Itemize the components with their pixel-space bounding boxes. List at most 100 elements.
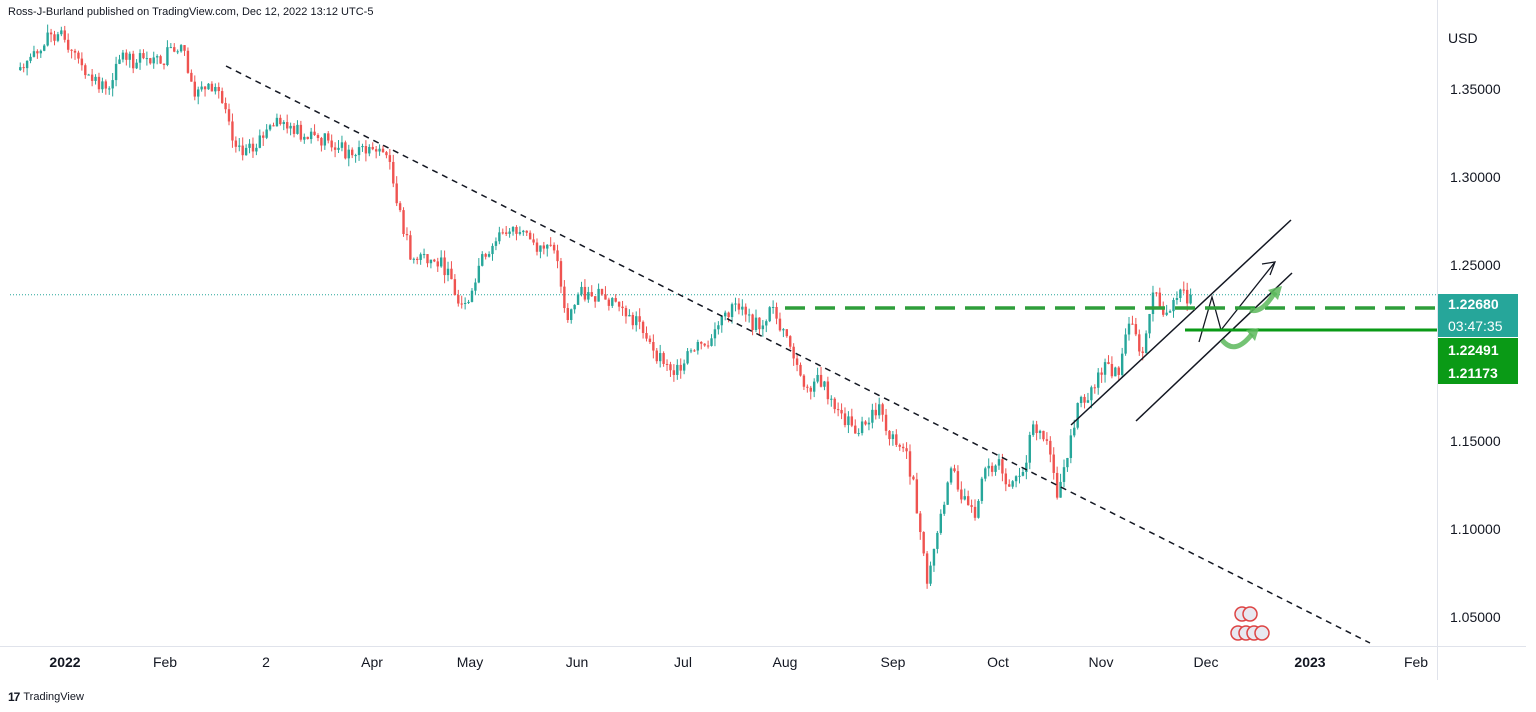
candle-body: [891, 434, 895, 440]
candle-body: [409, 235, 412, 260]
time-label: Jun: [565, 654, 589, 670]
candle-body: [724, 312, 727, 317]
candle-body: [973, 506, 977, 518]
candle-body: [272, 125, 275, 127]
candle-body: [419, 254, 422, 260]
candle-body: [203, 86, 207, 90]
candle-body: [234, 140, 238, 147]
candle-body: [864, 421, 867, 425]
candle-body: [501, 232, 504, 234]
candle-body: [320, 137, 323, 146]
candle-body: [1059, 481, 1062, 498]
candle-body: [197, 89, 200, 97]
candle-body: [433, 259, 436, 262]
candle-body: [590, 292, 593, 297]
candle-body: [535, 242, 539, 252]
candle-body: [658, 353, 662, 362]
candle-body: [970, 505, 973, 507]
candle-body: [118, 59, 121, 64]
candle-body: [217, 86, 220, 92]
candle-body: [895, 434, 898, 445]
candle-body: [830, 398, 833, 400]
candle-body: [1175, 298, 1179, 300]
candle-body: [388, 155, 392, 162]
candle-body: [135, 62, 138, 69]
candle-body: [1100, 372, 1103, 375]
candle-body: [1011, 481, 1014, 487]
candle-body: [94, 76, 97, 81]
candle-body: [600, 288, 604, 295]
candle-body: [262, 135, 265, 138]
candle-body: [768, 307, 771, 322]
candle-body: [1155, 292, 1158, 294]
price-tick: 1.35000: [1450, 81, 1501, 97]
candle-body: [66, 39, 70, 50]
candle-body: [823, 381, 826, 387]
candle-body: [912, 476, 915, 480]
candle-body: [1172, 299, 1175, 312]
candle-body: [734, 303, 737, 305]
time-axis-separator: [0, 646, 1526, 647]
candle-body: [525, 230, 528, 233]
candle-body: [792, 346, 795, 359]
candle-body: [597, 288, 600, 302]
candle-body: [888, 430, 891, 440]
candle-body: [939, 513, 943, 533]
candle-body: [1138, 334, 1141, 352]
candle-body: [652, 341, 655, 351]
candle-body: [504, 232, 508, 234]
candle-body: [840, 409, 843, 414]
candle-body: [87, 74, 90, 76]
current-price-tag: 1.22680: [1438, 294, 1518, 315]
time-label: Aug: [772, 654, 798, 670]
candle-body: [128, 53, 131, 60]
candle-body: [138, 53, 142, 63]
candle-body: [720, 316, 723, 326]
candle-body: [932, 548, 936, 566]
candle-body: [946, 482, 949, 505]
candle-body: [43, 45, 46, 51]
candle-body: [498, 232, 501, 242]
candle-body: [1004, 473, 1008, 485]
candle-body: [1035, 424, 1038, 434]
candle-body: [1117, 367, 1120, 375]
time-label: Oct: [987, 654, 1009, 670]
candle-body: [1083, 396, 1086, 403]
candle-body: [833, 398, 836, 410]
downtrend-line: [225, 65, 1371, 644]
projection-arrow-head: [1261, 261, 1277, 276]
candle-body: [63, 30, 66, 40]
candle-body: [1073, 427, 1076, 436]
channel-upper-line: [1070, 219, 1292, 426]
candle-body: [662, 353, 665, 364]
candle-body: [874, 409, 877, 416]
currency-label: USD: [1448, 30, 1478, 46]
time-label: Feb: [152, 654, 178, 670]
candle-body: [1045, 439, 1049, 441]
candle-body: [481, 254, 484, 266]
candle-body: [429, 259, 433, 264]
candle-body: [474, 282, 477, 291]
candle-body: [200, 86, 203, 90]
candle-body: [751, 314, 754, 330]
candle-body: [327, 133, 330, 141]
candle-body: [323, 133, 327, 146]
candle-body: [898, 444, 901, 447]
candle-body: [850, 416, 854, 426]
candle-body: [765, 321, 768, 326]
tradingview-footer[interactable]: 17 TradingView: [8, 690, 84, 704]
candle-body: [1028, 434, 1031, 463]
candle-body: [36, 51, 39, 54]
candle-body: [655, 350, 658, 362]
candle-body: [340, 142, 344, 148]
candle-body: [901, 446, 905, 449]
candle-body: [351, 149, 354, 156]
candle-body: [593, 296, 597, 302]
candles-layer: [19, 24, 1192, 589]
candle-body: [251, 143, 255, 152]
candle-body: [994, 465, 997, 472]
candle-body: [108, 88, 111, 90]
green-bounce-arrow-upper: [1249, 290, 1278, 314]
green-bounce-arrow-lower: [1220, 332, 1254, 350]
candle-body: [344, 142, 347, 159]
